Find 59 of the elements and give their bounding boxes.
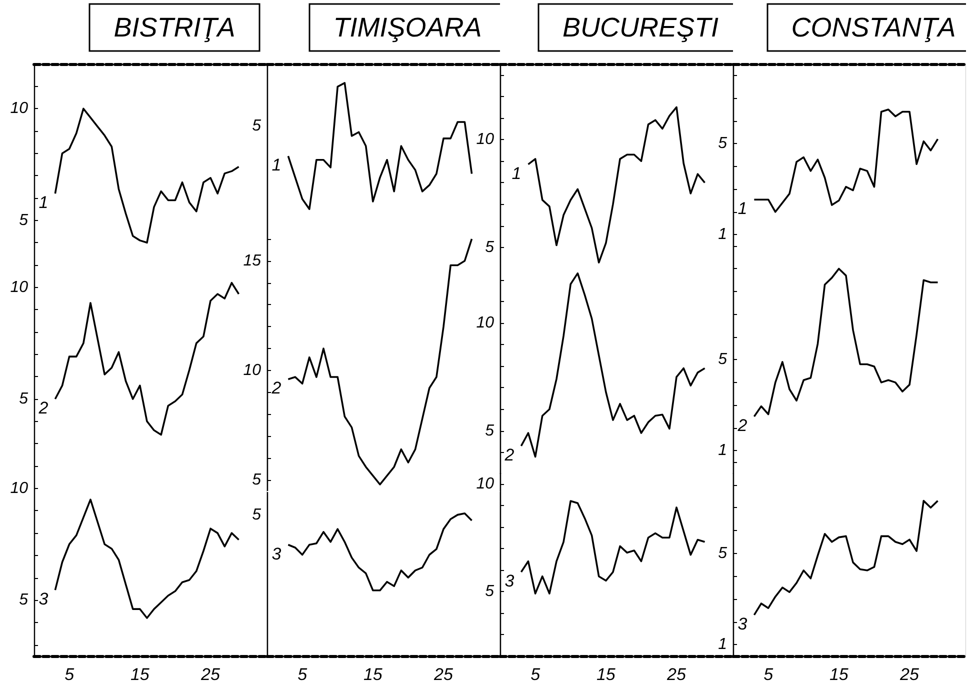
x-tick-label: 5 (764, 665, 774, 684)
line-series (520, 500, 706, 594)
y-tick-label: 10 (10, 100, 28, 118)
x-tick-label: 5 (64, 665, 75, 684)
y-tick-label: 1 (718, 636, 727, 654)
y-tick-label: 10 (476, 131, 494, 148)
line-series (527, 106, 706, 264)
series-label: 3 (504, 572, 515, 591)
y-tick-label: 5 (19, 592, 28, 609)
series-label: 2 (270, 379, 282, 398)
x-tick-label: 15 (596, 665, 616, 684)
y-tick-label: 10 (10, 480, 28, 497)
y-tick-label: 1 (718, 226, 727, 244)
chart-title: TIMIŞOARA (333, 12, 482, 42)
line-series (54, 498, 240, 620)
y-tick-label: 1 (718, 442, 727, 460)
y-tick-label: 10 (10, 278, 28, 296)
y-tick-label: 5 (718, 545, 728, 562)
y-tick-label: 5 (485, 582, 494, 600)
series-label: 1 (738, 199, 748, 218)
series-label: 1 (38, 193, 48, 212)
chart-title: BUCUREŞTI (562, 12, 720, 42)
line-series (54, 108, 240, 244)
x-tick-label: 15 (363, 664, 383, 684)
series-label: 3 (38, 590, 49, 609)
chart-title: CONSTANŢA (791, 12, 956, 42)
series-label: 1 (512, 164, 522, 183)
y-tick-label: 5 (485, 238, 494, 256)
x-tick-label: 5 (530, 665, 541, 684)
x-tick-label: 15 (130, 665, 150, 684)
x-tick-label: 25 (433, 664, 454, 684)
x-tick-label: 25 (899, 665, 920, 684)
line-series (753, 108, 939, 213)
series-label: 1 (272, 156, 282, 175)
x-tick-label: 25 (666, 665, 687, 684)
y-tick-label: 5 (718, 135, 728, 152)
x-tick-label: 15 (829, 665, 849, 684)
chart-title: BISTRIŢA (114, 12, 236, 42)
y-tick-label: 15 (243, 252, 262, 270)
y-tick-label: 10 (476, 475, 494, 492)
line-series (287, 238, 473, 486)
series-label: 2 (38, 398, 49, 418)
y-tick-label: 5 (718, 351, 728, 368)
line-series (753, 268, 939, 418)
y-tick-label: 5 (19, 390, 28, 408)
x-tick-label: 25 (200, 665, 221, 684)
y-tick-label: 10 (243, 362, 262, 380)
line-series (54, 282, 240, 436)
line-series (753, 500, 939, 616)
series-label: 2 (736, 416, 748, 436)
line-series (520, 272, 706, 458)
y-tick-label: 5 (485, 422, 494, 439)
series-label: 3 (272, 544, 282, 563)
x-tick-label: 5 (298, 664, 308, 684)
y-tick-label: 10 (476, 314, 494, 331)
series-label: 3 (738, 614, 748, 634)
y-tick-label: 5 (252, 472, 262, 489)
y-tick-label: 5 (19, 212, 28, 229)
series-label: 2 (504, 444, 515, 464)
